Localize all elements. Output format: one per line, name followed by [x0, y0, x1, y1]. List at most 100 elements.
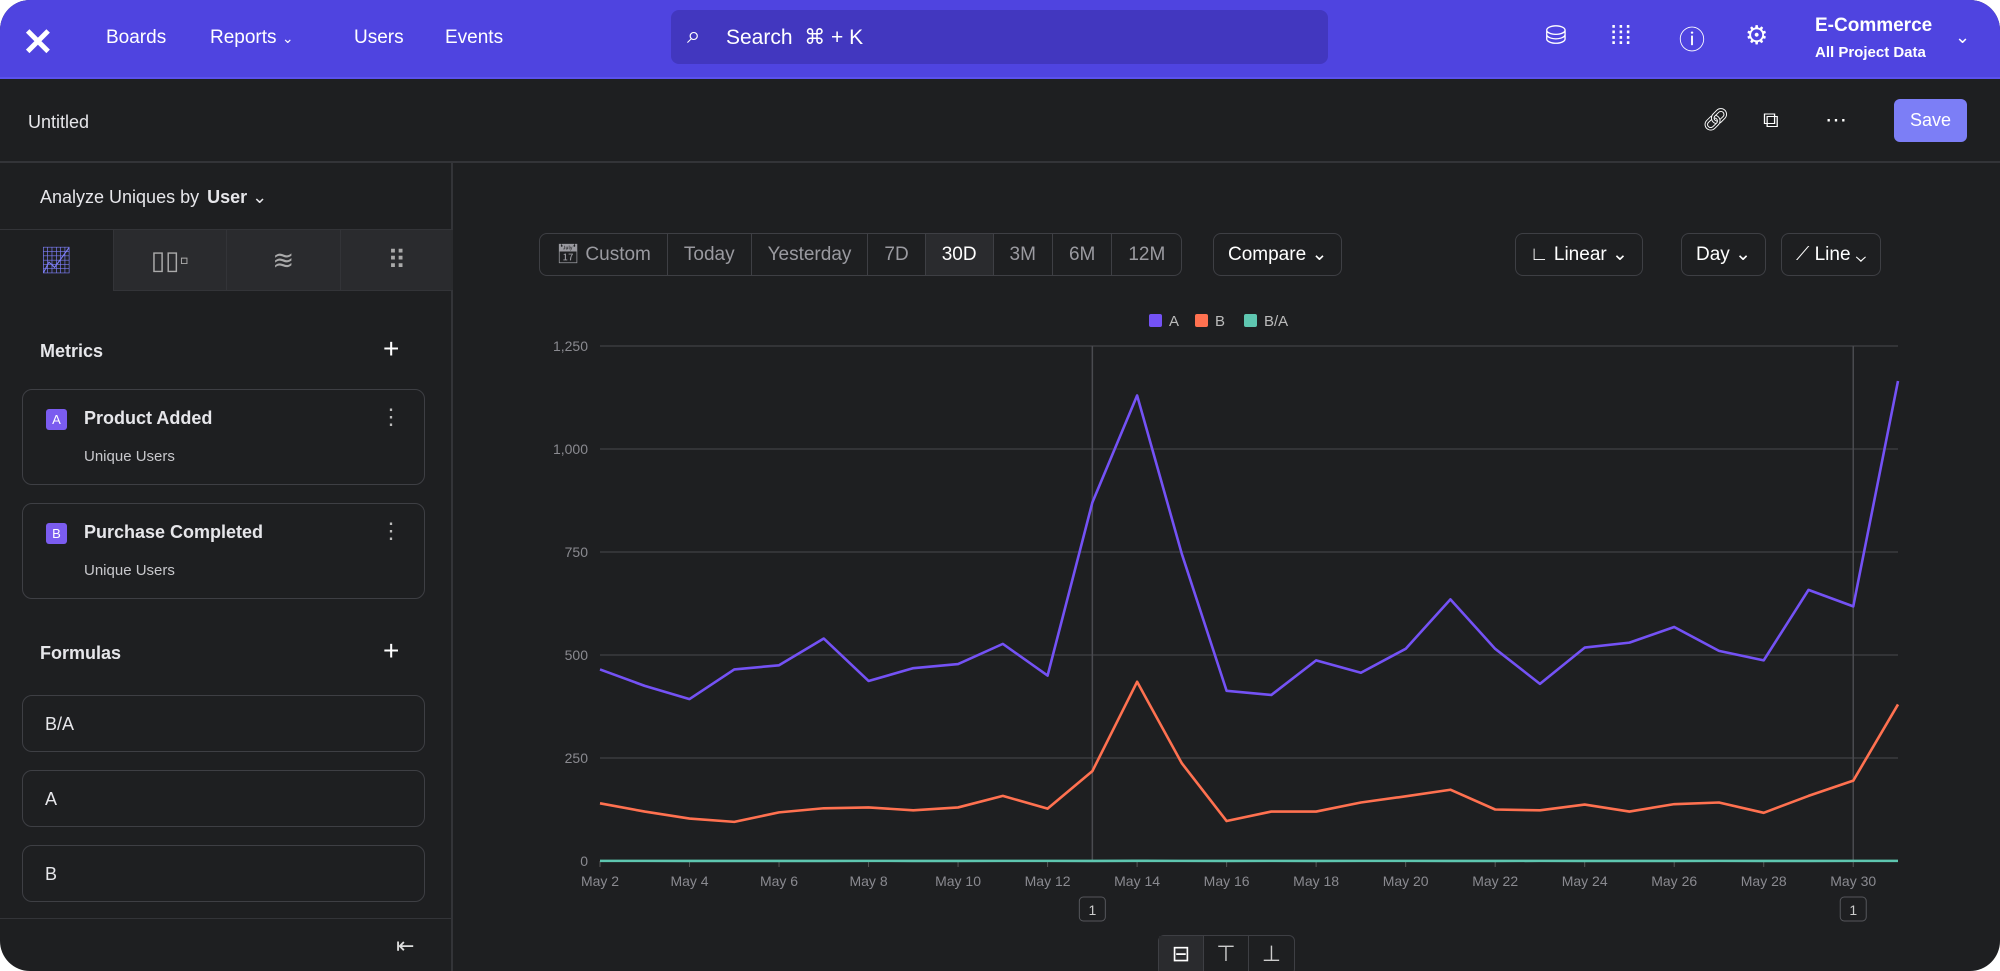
x-tick-label: May 10	[935, 873, 981, 889]
range-30d[interactable]: 30D	[925, 234, 994, 275]
metric-card[interactable]: B Purchase Completed Unique Users ⋮	[22, 503, 425, 599]
metric-letter: B	[46, 523, 67, 544]
y-tick-label: 1,250	[553, 338, 588, 354]
y-tick-label: 750	[565, 544, 589, 560]
nav-boards[interactable]: Boards	[106, 27, 167, 48]
nav-reports-label: Reports	[210, 27, 277, 48]
kebab-menu-icon[interactable]: ⋮	[380, 518, 402, 543]
chart-type-label: Line	[1814, 244, 1851, 265]
range-3m[interactable]: 3M	[994, 234, 1053, 275]
chart-type-dropdown[interactable]: ⟋ Line ⌄	[1781, 233, 1882, 276]
layout-bottom-icon[interactable]: ⊥	[1261, 941, 1282, 966]
duplicate-icon[interactable]: ⧉	[1763, 107, 1779, 132]
legend-swatch	[1149, 314, 1162, 327]
range-7d[interactable]: 7D	[868, 234, 926, 275]
metric-name: Product Added	[84, 408, 213, 428]
chevron-down-icon: ⌄	[1735, 244, 1751, 265]
x-tick-label: May 18	[1293, 873, 1339, 889]
x-tick-label: May 28	[1741, 873, 1787, 889]
interval-label: Day	[1696, 244, 1730, 265]
help-icon[interactable]: ⓘ	[1679, 25, 1706, 55]
apps-grid-icon[interactable]: ⁞⁞⁞	[1610, 20, 1632, 50]
annotation-label: 1	[1088, 902, 1096, 918]
query-sidebar: Analyze Uniques by User ⌄ 📈︎ ▯▯▫ ≋ ⠿ Metr…	[0, 163, 453, 971]
tab-flows-icon[interactable]: ≋	[227, 230, 341, 291]
add-metric-icon[interactable]: +	[383, 333, 400, 364]
scale-dropdown[interactable]: ∟ Linear ⌄	[1515, 233, 1643, 276]
project-selector[interactable]: E-Commerce All Project Data ⌄	[1815, 15, 1970, 61]
link-icon[interactable]: 🔗︎	[1702, 107, 1730, 132]
layout-top-icon[interactable]: ⊤	[1204, 936, 1249, 971]
project-scope: All Project Data	[1815, 44, 1926, 61]
compare-label: Compare	[1228, 244, 1307, 265]
formula-item[interactable]: B/A	[22, 695, 425, 752]
legend-label: A	[1169, 313, 1179, 330]
nav-users[interactable]: Users	[354, 27, 404, 48]
logo-icon[interactable]: ✕	[22, 22, 54, 64]
tab-retention-icon[interactable]: ⠿	[340, 230, 453, 291]
chevron-down-icon: ⌄	[1311, 244, 1328, 265]
data-settings-icon[interactable]: ⛁	[1545, 20, 1567, 50]
formula-item[interactable]: A	[22, 770, 425, 827]
add-formula-icon[interactable]: +	[383, 635, 400, 666]
metric-measure[interactable]: Unique Users	[84, 562, 175, 579]
nav-events[interactable]: Events	[445, 27, 504, 48]
date-range-selector: 📅︎ Custom Today Yesterday 7D 30D 3M 6M 1…	[539, 233, 1183, 276]
analyze-by[interactable]: Analyze Uniques by User ⌄	[40, 187, 267, 208]
settings-gear-icon[interactable]: ⚙	[1745, 20, 1769, 50]
compare-dropdown[interactable]: Compare ⌄	[1213, 233, 1343, 276]
x-tick-label: May 6	[760, 873, 798, 889]
y-tick-label: 500	[565, 647, 589, 663]
x-tick-label: May 8	[849, 873, 887, 889]
chevron-down-icon: ⌄	[252, 187, 268, 207]
formula-item[interactable]: B	[22, 845, 425, 902]
report-title[interactable]: Untitled	[28, 112, 90, 132]
x-tick-label: May 22	[1472, 873, 1518, 889]
range-custom[interactable]: 📅︎ Custom	[540, 234, 668, 275]
legend-label: B/A	[1264, 313, 1288, 330]
save-button[interactable]: Save	[1894, 99, 1967, 142]
tab-funnels-icon[interactable]: ▯▯▫	[113, 230, 227, 291]
y-tick-label: 0	[580, 853, 588, 869]
search-input[interactable]: ⌕ Search ⌘ + K	[671, 10, 1328, 64]
x-tick-label: May 12	[1025, 873, 1071, 889]
axis-icon: ∟	[1530, 244, 1549, 265]
report-header: Untitled 🔗︎ ⧉ ⋯ Save	[0, 79, 2000, 163]
kebab-menu-icon[interactable]: ⋮	[380, 404, 402, 429]
metric-letter: A	[46, 409, 67, 430]
x-tick-label: May 26	[1651, 873, 1697, 889]
tab-insights-icon[interactable]: 📈︎	[0, 230, 114, 291]
range-today[interactable]: Today	[668, 234, 752, 275]
nav-reports[interactable]: Reports ⌄	[210, 27, 294, 49]
analyze-value: User	[207, 187, 248, 207]
collapse-sidebar-icon[interactable]: ⇤	[396, 933, 415, 958]
chevron-down-icon: ⌄	[1612, 244, 1628, 265]
divider	[0, 918, 453, 919]
x-tick-label: May 16	[1204, 873, 1250, 889]
interval-dropdown[interactable]: Day ⌄	[1681, 233, 1766, 276]
y-tick-label: 1,000	[553, 441, 588, 457]
range-12m[interactable]: 12M	[1128, 244, 1166, 265]
y-tick-label: 250	[565, 750, 589, 766]
analyze-label: Analyze Uniques by	[40, 187, 200, 207]
layout-split-icon[interactable]: ⊟	[1159, 936, 1204, 971]
series-line-b	[599, 680, 1900, 824]
metric-measure[interactable]: Unique Users	[84, 448, 175, 465]
more-icon[interactable]: ⋯	[1825, 107, 1847, 132]
metrics-title: Metrics	[40, 341, 104, 361]
metric-card[interactable]: A Product Added Unique Users ⋮	[22, 389, 425, 485]
range-6m[interactable]: 6M	[1053, 234, 1113, 275]
top-nav: ✕ Boards Reports ⌄ Users Events ⌕ Search…	[0, 0, 2000, 79]
annotation-marker	[1078, 896, 1106, 922]
metric-name: Purchase Completed	[84, 522, 264, 542]
x-tick-label: May 30	[1830, 873, 1876, 889]
range-yesterday[interactable]: Yesterday	[752, 234, 869, 275]
x-tick-label: May 20	[1383, 873, 1429, 889]
legend-swatch	[1244, 314, 1257, 327]
annotation-label: 1	[1849, 902, 1857, 918]
line-chart-icon: ⟋	[1796, 244, 1810, 265]
x-tick-label: May 24	[1562, 873, 1608, 889]
legend-label: B	[1215, 313, 1225, 330]
